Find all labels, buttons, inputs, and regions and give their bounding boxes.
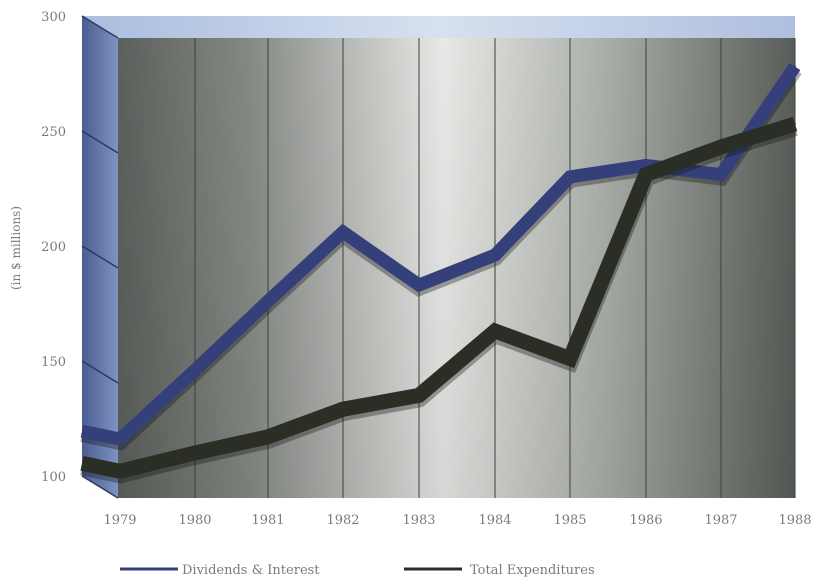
x-tick-label: 1983 bbox=[402, 513, 435, 528]
y-tick-label: 200 bbox=[41, 240, 66, 255]
data-point bbox=[645, 173, 647, 176]
series-layer bbox=[80, 62, 802, 484]
x-tick-label: 1985 bbox=[553, 513, 586, 528]
grid-line-horizontal bbox=[81, 15, 119, 39]
grid-line-horizontal bbox=[81, 475, 119, 499]
grid-lines bbox=[81, 15, 796, 499]
x-tick-label: 1984 bbox=[478, 513, 511, 528]
y-tick-label: 300 bbox=[41, 10, 66, 25]
data-point bbox=[720, 146, 722, 148]
data-point bbox=[494, 330, 496, 332]
data-point bbox=[119, 438, 121, 441]
data-point bbox=[418, 284, 420, 286]
data-point bbox=[342, 231, 344, 234]
top-slab bbox=[82, 16, 795, 38]
chart-frame bbox=[82, 16, 795, 498]
legend-label: Dividends & Interest bbox=[182, 563, 320, 578]
x-tick-label: 1979 bbox=[103, 513, 136, 528]
y-axis-title: (in $ millions) bbox=[9, 206, 23, 290]
data-point bbox=[794, 65, 796, 68]
data-point bbox=[267, 300, 269, 303]
data-point bbox=[720, 173, 722, 176]
data-point bbox=[119, 470, 121, 473]
x-tick-label: 1980 bbox=[178, 513, 211, 528]
grid-line-horizontal bbox=[81, 130, 119, 154]
data-point bbox=[794, 123, 796, 125]
legend: Dividends & Interest Total Expenditures bbox=[120, 563, 595, 578]
data-point bbox=[569, 175, 571, 178]
data-point bbox=[342, 408, 344, 411]
x-axis-ticks: 1979 1980 1981 1982 1983 1984 1985 1986 1987 1988 bbox=[103, 513, 811, 528]
data-point bbox=[194, 369, 196, 372]
x-tick-label: 1986 bbox=[629, 513, 662, 528]
data-point bbox=[194, 451, 196, 454]
x-tick-label: 1988 bbox=[778, 513, 811, 528]
x-tick-label: 1981 bbox=[251, 513, 284, 528]
legend-label: Total Expenditures bbox=[470, 563, 595, 578]
y-tick-label: 100 bbox=[41, 470, 66, 485]
grid-line-horizontal bbox=[81, 245, 119, 269]
data-point bbox=[645, 164, 647, 167]
data-point bbox=[267, 435, 269, 438]
y-tick-label: 250 bbox=[41, 125, 66, 140]
y-axis-ticks: 100 150 200 250 300 bbox=[41, 10, 66, 485]
x-tick-label: 1987 bbox=[704, 513, 737, 528]
data-point bbox=[494, 254, 496, 257]
x-tick-label: 1982 bbox=[326, 513, 359, 528]
y-tick-label: 150 bbox=[41, 355, 66, 370]
grid-line-horizontal bbox=[81, 360, 119, 384]
data-point bbox=[569, 357, 571, 360]
data-point bbox=[418, 394, 420, 397]
